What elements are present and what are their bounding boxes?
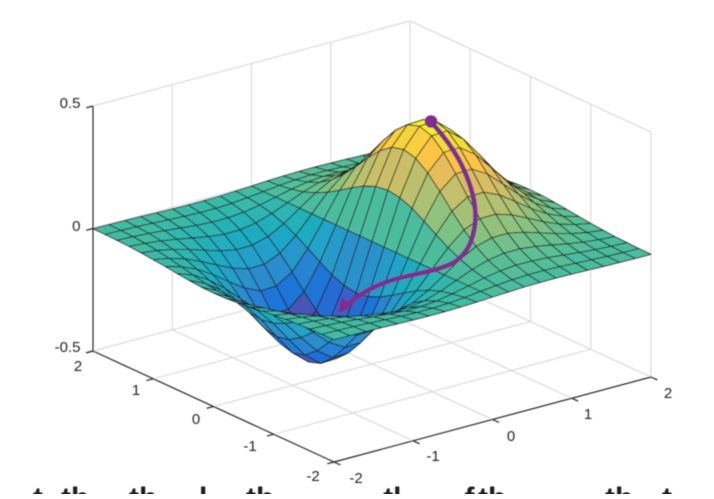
svg-text:1: 1 — [132, 382, 140, 399]
svg-text:-2: -2 — [349, 470, 362, 487]
svg-text:2: 2 — [664, 385, 672, 402]
svg-text:-1: -1 — [426, 448, 439, 465]
svg-text:-2: -2 — [306, 468, 319, 485]
svg-text:e: e — [270, 486, 287, 494]
svg-text:0: 0 — [192, 411, 200, 428]
svg-text:t: t — [662, 482, 672, 494]
svg-text:0: 0 — [507, 428, 515, 445]
svg-text:f: f — [465, 482, 476, 494]
svg-text:onso: onso — [430, 486, 502, 494]
svg-text:e: e — [86, 486, 103, 494]
svg-text:l: l — [199, 482, 207, 494]
svg-text:e: e — [497, 486, 514, 494]
svg-text:0: 0 — [72, 218, 80, 235]
svg-text:oeaseconds: oeaseconds — [674, 486, 714, 494]
svg-text:-1: -1 — [243, 438, 256, 455]
svg-text:t: t — [33, 482, 43, 494]
svg-text:2: 2 — [74, 358, 82, 375]
svg-text:-0.5: -0.5 — [55, 339, 81, 356]
svg-text:0.5: 0.5 — [60, 95, 81, 112]
svg-text:1: 1 — [584, 406, 592, 423]
svg-text:eso: eso — [625, 486, 677, 494]
